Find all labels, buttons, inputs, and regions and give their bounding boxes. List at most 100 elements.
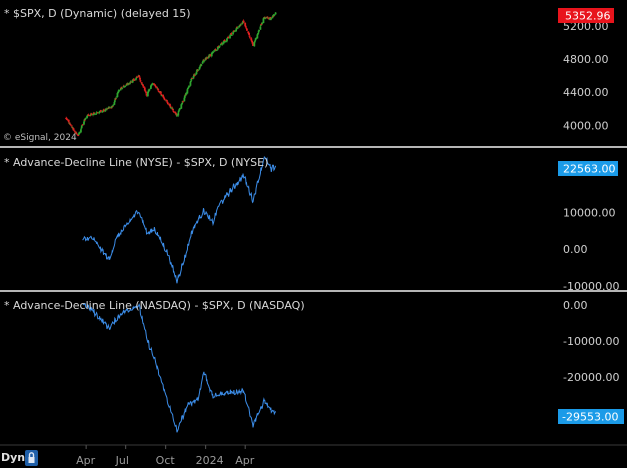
candle bbox=[103, 108, 105, 113]
candle bbox=[145, 90, 148, 94]
candle bbox=[160, 95, 163, 97]
candle bbox=[255, 37, 257, 41]
spx-last-price: 5352.96 bbox=[565, 10, 611, 23]
candle bbox=[185, 91, 187, 97]
candle bbox=[261, 22, 264, 26]
nyse-ad-panel: * Advance-Decline Line (NYSE) - $SPX, D … bbox=[4, 156, 619, 293]
candle bbox=[273, 13, 276, 16]
candle bbox=[203, 59, 206, 63]
candle bbox=[227, 37, 230, 39]
candle bbox=[96, 112, 99, 114]
y-tick-label: 0.00 bbox=[563, 299, 588, 312]
candle bbox=[212, 50, 215, 53]
nyse-ad-title: * Advance-Decline Line (NYSE) - $SPX, D … bbox=[4, 156, 268, 169]
candle bbox=[248, 35, 251, 38]
lock-icon[interactable] bbox=[25, 450, 38, 466]
candle bbox=[245, 26, 247, 28]
candle bbox=[166, 99, 168, 102]
candle bbox=[156, 86, 158, 89]
spx-title: * $SPX, D (Dynamic) (delayed 15) bbox=[4, 7, 191, 20]
candle bbox=[115, 96, 118, 99]
candle bbox=[259, 25, 262, 30]
candle bbox=[258, 29, 261, 33]
candle bbox=[267, 17, 270, 20]
candle bbox=[264, 16, 267, 20]
candle bbox=[87, 114, 90, 116]
candle bbox=[93, 111, 95, 114]
candle bbox=[229, 35, 231, 39]
candle bbox=[226, 38, 228, 43]
candle bbox=[113, 102, 116, 106]
candle bbox=[80, 129, 82, 134]
candle bbox=[177, 112, 180, 117]
candle bbox=[188, 85, 191, 88]
y-tick-label: -10000.00 bbox=[563, 280, 619, 293]
candle bbox=[66, 118, 69, 122]
candle bbox=[139, 79, 142, 83]
x-tick-label: Apr bbox=[235, 454, 255, 467]
candle bbox=[116, 92, 119, 98]
nyse-ad-last-value: 22563.00 bbox=[563, 163, 616, 176]
candle bbox=[176, 114, 178, 117]
candle bbox=[172, 108, 174, 111]
candle bbox=[209, 54, 212, 57]
candle bbox=[151, 82, 154, 85]
candle bbox=[133, 79, 136, 81]
candle bbox=[78, 131, 81, 134]
candle bbox=[130, 81, 133, 83]
candle bbox=[118, 89, 121, 92]
y-tick-label: -10000.00 bbox=[563, 335, 619, 348]
nasdaq-ad-line bbox=[82, 303, 277, 433]
candle bbox=[148, 88, 151, 91]
candle bbox=[144, 90, 147, 93]
candle bbox=[157, 88, 160, 91]
candle bbox=[182, 100, 184, 103]
candle bbox=[270, 17, 273, 20]
candle bbox=[236, 26, 239, 29]
y-tick-label: -20000.00 bbox=[563, 371, 619, 384]
copyright-label: © eSignal, 2024 bbox=[3, 133, 77, 143]
candle bbox=[191, 77, 194, 79]
candle bbox=[93, 113, 96, 116]
candle bbox=[112, 104, 114, 107]
x-tick-label: Apr bbox=[76, 454, 96, 467]
candle bbox=[81, 123, 84, 126]
candle bbox=[92, 113, 94, 117]
candle bbox=[171, 107, 174, 110]
candle bbox=[186, 88, 189, 95]
dynamic-mode-button[interactable]: Dyn bbox=[1, 451, 25, 464]
candle bbox=[206, 56, 209, 59]
candle bbox=[121, 87, 124, 90]
candle bbox=[136, 76, 139, 78]
y-tick-label: 4400.00 bbox=[563, 86, 609, 99]
nasdaq-ad-last-value-tag: -29553.00 bbox=[558, 409, 624, 424]
candle bbox=[100, 109, 102, 113]
candle bbox=[224, 40, 227, 43]
candle bbox=[75, 131, 78, 135]
y-tick-label: 10000.00 bbox=[563, 206, 616, 219]
nasdaq-ad-last-value: -29553.00 bbox=[562, 411, 618, 424]
x-tick-label: Oct bbox=[156, 454, 176, 467]
candle bbox=[166, 101, 169, 105]
candle bbox=[175, 112, 178, 116]
candle bbox=[274, 11, 277, 16]
y-tick-label: 5200.00 bbox=[563, 20, 609, 33]
candle bbox=[179, 107, 181, 110]
candle bbox=[246, 28, 248, 32]
candle bbox=[163, 97, 166, 101]
nyse-ad-y-axis: 10000.00 0.00 -10000.00 bbox=[563, 206, 619, 293]
candle bbox=[146, 91, 149, 98]
candle bbox=[142, 83, 144, 87]
nasdaq-ad-y-axis: 0.00 -10000.00 -20000.00 bbox=[563, 299, 619, 384]
candle bbox=[84, 117, 87, 120]
candle bbox=[252, 43, 254, 46]
candle bbox=[90, 113, 93, 116]
candle bbox=[72, 127, 75, 132]
candle bbox=[215, 49, 218, 52]
candle bbox=[230, 34, 233, 36]
candle bbox=[249, 36, 251, 39]
candle bbox=[239, 23, 242, 26]
candle bbox=[221, 41, 224, 46]
candle bbox=[194, 73, 197, 76]
